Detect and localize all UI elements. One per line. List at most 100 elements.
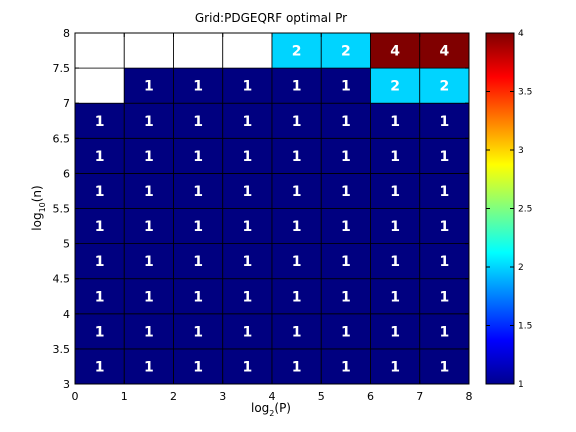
heatmap-cell bbox=[173, 32, 224, 69]
heatmap-cell bbox=[74, 32, 125, 69]
heatmap-cell bbox=[74, 67, 125, 104]
heatmap-cell bbox=[419, 313, 470, 350]
chart-title: Grid:PDGEQRF optimal Pr bbox=[195, 11, 347, 25]
heatmap-cell bbox=[74, 278, 125, 315]
cell-value-label: 1 bbox=[440, 289, 450, 305]
cell-value-label: 1 bbox=[440, 219, 450, 235]
heatmap-cell bbox=[123, 278, 174, 315]
cell-value-label: 1 bbox=[95, 254, 105, 270]
cell-value-label: 1 bbox=[390, 289, 400, 305]
cell-value-label: 1 bbox=[440, 184, 450, 200]
cell-value-label: 1 bbox=[95, 114, 105, 130]
heatmap-cell bbox=[419, 172, 470, 209]
colorbar bbox=[485, 32, 515, 385]
heatmap-cell bbox=[173, 313, 224, 350]
colorbar-tick-label: 3 bbox=[518, 146, 524, 156]
cell-value-label: 1 bbox=[390, 219, 400, 235]
cell-value-label: 1 bbox=[341, 184, 351, 200]
colorbar-tick-label: 1 bbox=[518, 380, 524, 390]
cell-value-label: 1 bbox=[292, 254, 302, 270]
cell-value-label: 1 bbox=[144, 79, 154, 95]
heatmap-cell bbox=[419, 137, 470, 174]
cell-value-label: 1 bbox=[440, 149, 450, 165]
heatmap-cell bbox=[173, 348, 224, 385]
cell-value-label: 1 bbox=[95, 184, 105, 200]
cell-value-label: 1 bbox=[193, 289, 203, 305]
heatmap-cell bbox=[370, 208, 421, 244]
cell-value-label: 1 bbox=[144, 289, 154, 305]
cell-value-label: 1 bbox=[390, 324, 400, 340]
cell-value-label: 1 bbox=[95, 289, 105, 305]
heatmap-cell bbox=[271, 102, 322, 139]
cell-value-label: 1 bbox=[144, 184, 154, 200]
heatmap-cell bbox=[173, 278, 224, 315]
cell-value-label: 1 bbox=[440, 359, 450, 375]
x-tick-label: 6 bbox=[367, 390, 374, 403]
heatmap-cell bbox=[419, 67, 470, 104]
heatmap-cell bbox=[123, 243, 174, 280]
cell-value-label: 1 bbox=[292, 219, 302, 235]
heatmap-cell bbox=[419, 348, 470, 385]
cell-value-label: 1 bbox=[95, 149, 105, 165]
x-tick-label: 1 bbox=[121, 390, 128, 403]
cell-value-label: 2 bbox=[341, 44, 351, 60]
cell-value-label: 1 bbox=[144, 219, 154, 235]
heatmap-cell bbox=[419, 278, 470, 315]
x-axis-label: log2(P) bbox=[251, 401, 291, 418]
heatmap-cell bbox=[370, 172, 421, 209]
heatmap-cell bbox=[320, 172, 371, 209]
x-tick-label: 0 bbox=[72, 390, 79, 403]
cell-value-label: 1 bbox=[292, 289, 302, 305]
heatmap-cell bbox=[320, 208, 371, 244]
cell-value-label: 4 bbox=[440, 44, 450, 60]
heatmap-cell bbox=[320, 137, 371, 174]
cell-value-label: 1 bbox=[243, 79, 253, 95]
heatmap-cell bbox=[271, 313, 322, 350]
heatmap-cells bbox=[74, 32, 470, 385]
x-tick-label: 2 bbox=[170, 390, 177, 403]
cell-value-label: 1 bbox=[243, 254, 253, 270]
heatmap-cell bbox=[320, 313, 371, 350]
heatmap-cell bbox=[123, 67, 174, 104]
cell-value-label: 1 bbox=[292, 184, 302, 200]
cell-value-label: 1 bbox=[193, 114, 203, 130]
heatmap-cell bbox=[222, 172, 273, 209]
cell-value-label: 1 bbox=[243, 324, 253, 340]
cell-value-label: 1 bbox=[341, 149, 351, 165]
cell-value-label: 1 bbox=[292, 79, 302, 95]
heatmap-cell-labels: 1 1 1 1 1 1 1 1 1 1 1 1 1 1 1 1 1 1 1 1 1 1 1 1 1 1 1 1 1 1 1 1 1 1 1 1 1 1 1 1… bbox=[95, 44, 450, 376]
y-tick-label: 5 bbox=[63, 238, 70, 251]
cell-value-label: 1 bbox=[95, 219, 105, 235]
heatmap-cell bbox=[271, 32, 322, 69]
heatmap-cell bbox=[123, 137, 174, 174]
heatmap-cell bbox=[222, 32, 273, 69]
y-axis-label: log10(n) bbox=[30, 185, 47, 230]
heatmap-cell bbox=[74, 102, 125, 139]
heatmap-cell bbox=[370, 137, 421, 174]
heatmap-cell bbox=[271, 67, 322, 104]
heatmap-cell bbox=[222, 313, 273, 350]
cell-value-label: 1 bbox=[193, 149, 203, 165]
y-tick-label: 7.5 bbox=[53, 62, 71, 75]
heatmap-cell bbox=[222, 137, 273, 174]
cell-value-label: 1 bbox=[440, 254, 450, 270]
cell-value-label: 1 bbox=[341, 289, 351, 305]
cell-value-label: 1 bbox=[440, 324, 450, 340]
colorbar-tick-label: 4 bbox=[518, 29, 524, 39]
heatmap-cell bbox=[173, 208, 224, 244]
colorbar-tick-label: 3.5 bbox=[518, 88, 532, 98]
cell-value-label: 1 bbox=[193, 254, 203, 270]
heatmap-cell bbox=[370, 243, 421, 280]
cell-value-label: 1 bbox=[341, 79, 351, 95]
y-tick-label: 7 bbox=[63, 97, 70, 110]
heatmap-cell bbox=[271, 208, 322, 244]
cell-value-label: 2 bbox=[440, 79, 450, 95]
cell-value-label: 1 bbox=[341, 219, 351, 235]
heatmap-cell bbox=[320, 102, 371, 139]
x-tick-label: 8 bbox=[466, 390, 473, 403]
cell-value-label: 1 bbox=[144, 359, 154, 375]
x-tick-label: 5 bbox=[318, 390, 325, 403]
cell-value-label: 1 bbox=[341, 324, 351, 340]
y-tick-label: 8 bbox=[63, 27, 70, 40]
colorbar-tick-label: 2.5 bbox=[518, 205, 532, 215]
